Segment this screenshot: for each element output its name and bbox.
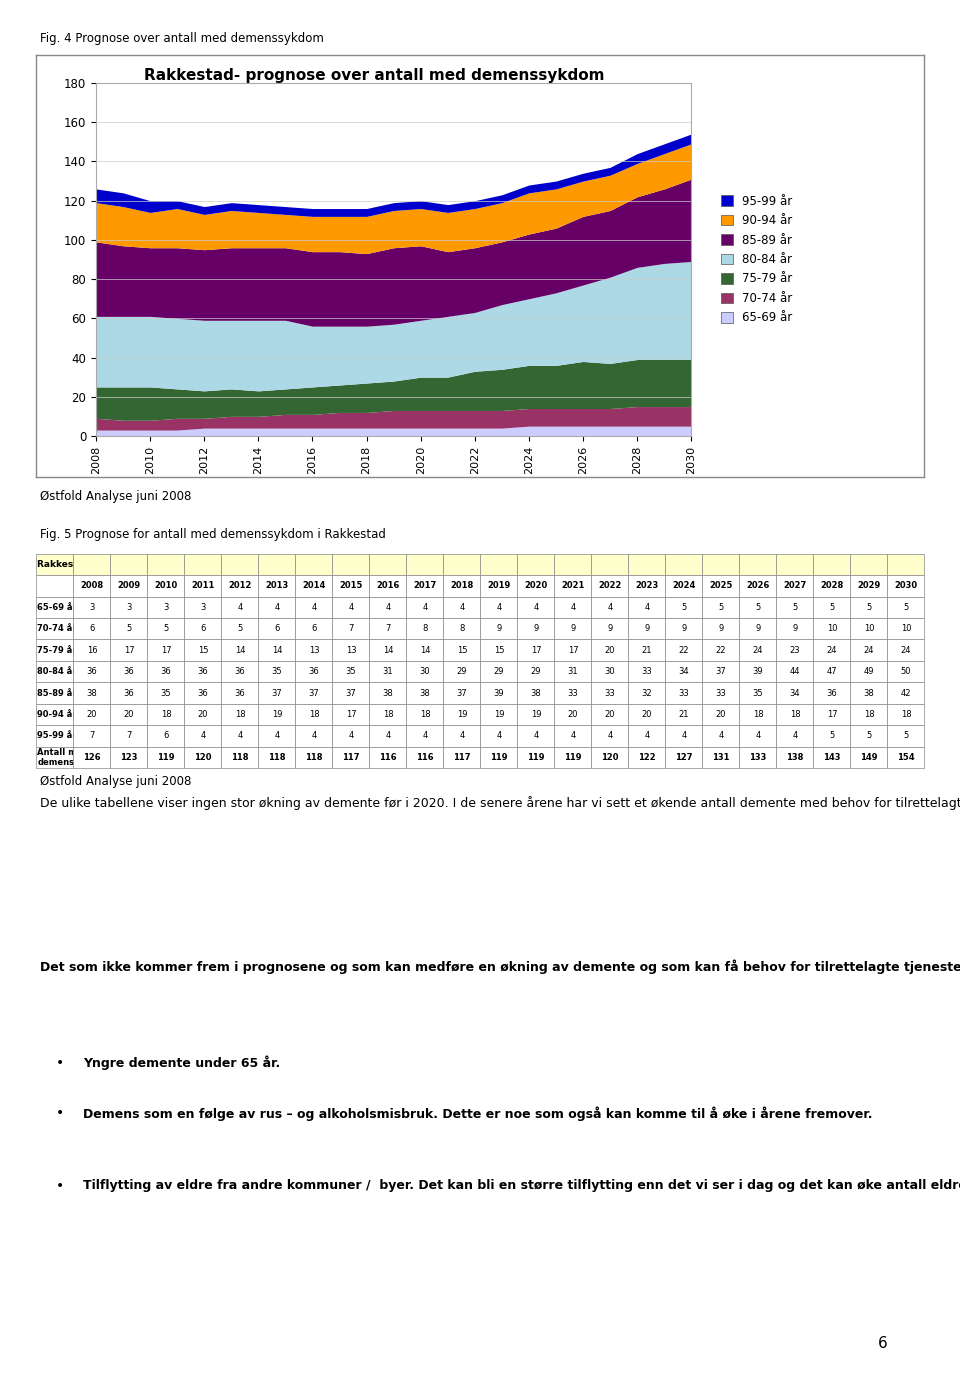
Text: De ulike tabellene viser ingen stor økning av demente før i 2020. I de senere år: De ulike tabellene viser ingen stor økni… [40,796,960,810]
Legend: 95-99 år, 90-94 år, 85-89 år, 80-84 år, 75-79 år, 70-74 år, 65-69 år: 95-99 år, 90-94 år, 85-89 år, 80-84 år, … [721,195,792,324]
Text: Rakkestad- prognose over antall med demenssykdom: Rakkestad- prognose over antall med deme… [144,68,604,83]
Text: •: • [57,1056,64,1070]
Text: Østfold Analyse juni 2008: Østfold Analyse juni 2008 [40,490,192,504]
Text: Fig. 4 Prognose over antall med demenssykdom: Fig. 4 Prognose over antall med demenssy… [40,32,324,44]
Text: Yngre demente under 65 år.: Yngre demente under 65 år. [83,1056,280,1070]
Text: Fig. 5 Prognose for antall med demenssykdom i Rakkestad: Fig. 5 Prognose for antall med demenssyk… [40,527,386,541]
Text: Østfold Analyse juni 2008: Østfold Analyse juni 2008 [40,775,192,787]
Text: •: • [57,1106,64,1120]
Text: Demens som en følge av rus – og alkoholsmisbruk. Dette er noe som også kan komme: Demens som en følge av rus – og alkohols… [83,1106,873,1121]
Text: •: • [57,1179,64,1193]
Text: 6: 6 [878,1337,888,1351]
Text: Tilflytting av eldre fra andre kommuner /  byer. Det kan bli en større tilflytti: Tilflytting av eldre fra andre kommuner … [83,1179,960,1192]
Text: Det som ikke kommer frem i prognosene og som kan medføre en økning av demente og: Det som ikke kommer frem i prognosene og… [40,959,960,974]
